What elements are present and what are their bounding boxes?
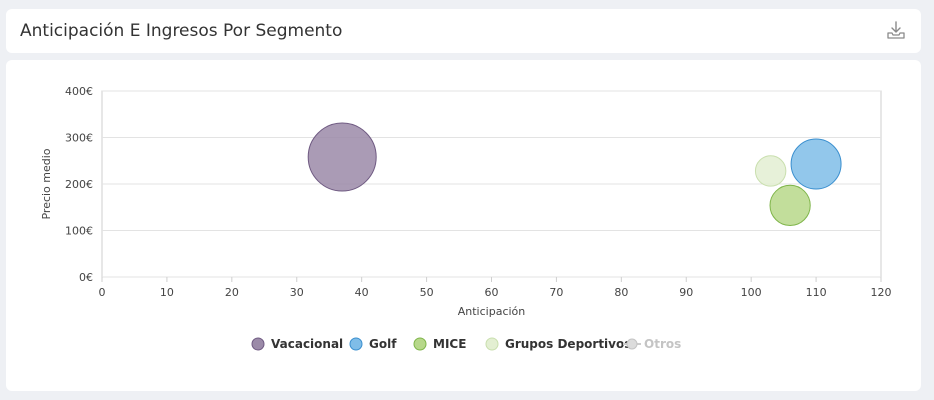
legend-label: MICE [433,337,466,351]
x-tick-label: 50 [420,286,434,299]
legend: Vacacional Golf MICE Grupos Deportivos Otros [251,337,681,351]
legend-item-golf[interactable]: Golf [349,337,397,351]
x-axis-ticks: 0 10 20 30 40 50 60 70 80 90 100 110 120 [99,277,892,299]
legend-marker [626,338,638,350]
chart-panel: 0€ 100€ 200€ 300€ 400€ 0 10 20 30 40 50 60 70 80 90 10… [6,60,921,391]
x-tick-label: 0 [99,286,106,299]
legend-item-otros[interactable]: Otros [623,337,681,351]
y-tick-label: 200€ [65,178,93,191]
x-tick-label: 120 [871,286,892,299]
legend-marker [485,337,499,351]
x-tick-label: 70 [549,286,563,299]
bubble-grupos-deportivos[interactable] [754,155,787,187]
legend-label: Vacacional [271,337,343,351]
page-title: Anticipación E Ingresos Por Segmento [20,21,343,41]
download-icon [887,21,905,39]
y-axis-ticks: 0€ 100€ 200€ 300€ 400€ [65,85,93,284]
x-tick-label: 10 [160,286,174,299]
x-tick-label: 100 [741,286,762,299]
y-axis-title: Precio medio [40,148,53,219]
bubble-chart: 0€ 100€ 200€ 300€ 400€ 0 10 20 30 40 50 60 70 80 90 10… [40,85,892,351]
bubble-vacacional[interactable] [307,122,377,192]
x-tick-label: 40 [355,286,369,299]
x-tick-label: 90 [679,286,693,299]
y-tick-label: 100€ [65,225,93,238]
legend-label: Grupos Deportivos [505,337,631,351]
x-tick-label: 110 [806,286,827,299]
x-tick-label: 80 [614,286,628,299]
x-axis-title: Anticipación [458,305,526,318]
legend-marker [413,337,427,351]
x-tick-label: 20 [225,286,239,299]
legend-marker [349,337,363,351]
x-tick-label: 30 [290,286,304,299]
y-tick-label: 400€ [65,85,93,98]
download-button[interactable] [885,20,907,42]
bubble-mice[interactable] [769,184,811,227]
legend-label: Golf [369,337,397,351]
legend-marker [251,337,265,351]
x-tick-label: 60 [485,286,499,299]
legend-label: Otros [644,337,681,351]
y-tick-label: 0€ [79,271,93,284]
y-tick-label: 300€ [65,132,93,145]
bubbles [307,122,842,227]
legend-item-grupos-deportivos[interactable]: Grupos Deportivos [485,337,631,351]
chart-header: Anticipación E Ingresos Por Segmento [6,9,921,53]
legend-item-vacacional[interactable]: Vacacional [251,337,343,351]
legend-item-mice[interactable]: MICE [413,337,466,351]
bubble-golf[interactable] [790,138,842,190]
